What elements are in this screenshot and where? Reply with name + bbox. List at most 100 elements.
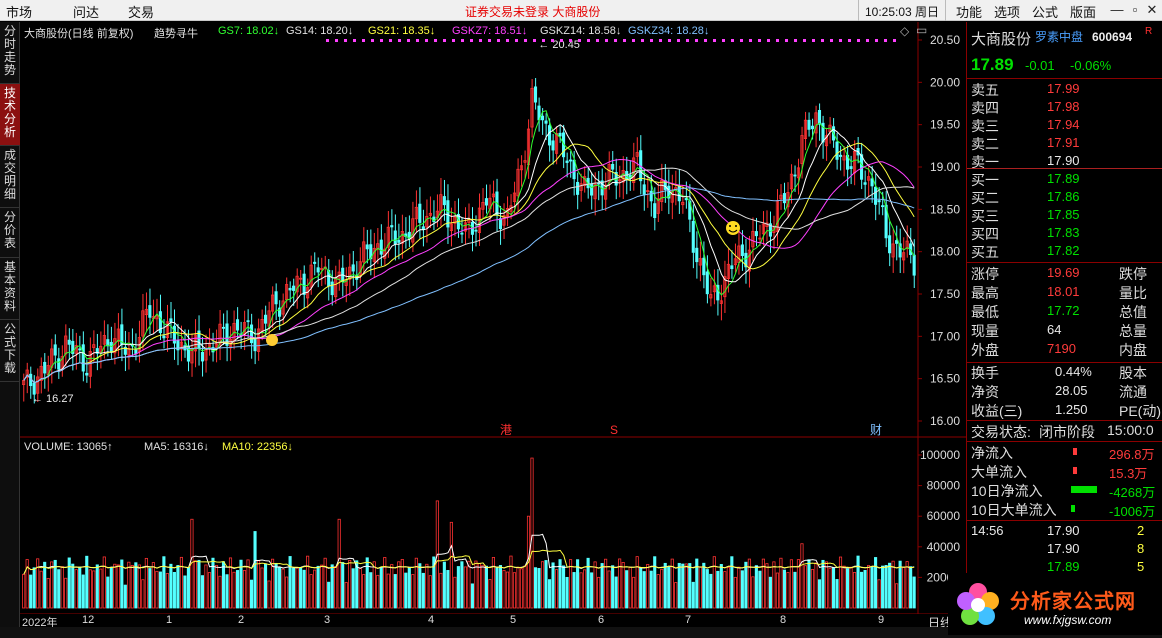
- menu-function[interactable]: 功能: [956, 5, 983, 20]
- tab-technical[interactable]: 技术分析: [0, 84, 20, 146]
- period-label[interactable]: 日线: [928, 616, 953, 630]
- flow-bar: [1071, 486, 1097, 493]
- candle-body: [141, 310, 145, 337]
- menu-wenda[interactable]: 问达: [73, 5, 100, 20]
- candle-body: [782, 193, 786, 204]
- candle-body: [558, 132, 562, 137]
- signal-dot: [398, 39, 401, 42]
- signal-dot: [407, 39, 410, 42]
- signal-dot: [893, 39, 896, 42]
- minimize-icon[interactable]: —: [1110, 2, 1124, 17]
- volume-bar: [691, 581, 695, 609]
- volume-bar: [660, 568, 664, 609]
- signal-dot: [740, 39, 743, 42]
- signal-dot: [884, 39, 887, 42]
- candle-body: [179, 341, 183, 350]
- money-bag-icon: [266, 334, 278, 346]
- volume-bar: [439, 572, 443, 609]
- ask-price: 17.94: [1047, 117, 1080, 132]
- ask-label: 卖五: [971, 82, 999, 98]
- candle-body: [747, 249, 751, 272]
- volume-bar: [292, 567, 296, 609]
- volume-bar: [481, 564, 485, 609]
- volume-bar: [221, 561, 226, 609]
- bid-price: 17.86: [1047, 189, 1080, 204]
- candle-body: [109, 341, 113, 353]
- ask-label: 卖二: [971, 136, 999, 152]
- volume-bar: [449, 521, 453, 609]
- trade-status-label: 交易状态:: [971, 424, 1031, 440]
- volume-bar: [723, 571, 727, 609]
- volume-bar: [874, 557, 878, 609]
- candle-body: [565, 160, 569, 163]
- volume-bar: [200, 575, 205, 609]
- kline-chart[interactable]: 20.50 20.00 19.50 19.00 18.50 18.00 17.50 17.00…: [20, 22, 966, 614]
- menu-options[interactable]: 选项: [994, 5, 1021, 20]
- smiley-icon: [726, 221, 740, 235]
- diamond-icon[interactable]: ◇: [900, 24, 910, 38]
- candle-body: [754, 231, 758, 237]
- volume-bar: [85, 555, 89, 609]
- volume-bar: [607, 570, 611, 609]
- ask-label: 卖三: [971, 118, 999, 134]
- volume-bar: [702, 562, 706, 609]
- candle-body: [796, 167, 801, 179]
- candle-body: [705, 271, 709, 295]
- menu-market[interactable]: 市场: [6, 5, 33, 20]
- candle-body: [134, 349, 138, 354]
- volume-bar: [765, 563, 769, 609]
- candle-body: [632, 157, 636, 183]
- high-label: ← 20.45: [538, 39, 580, 51]
- tab-trade-detail[interactable]: 成交明细: [0, 146, 20, 208]
- volume-bar: [281, 568, 285, 609]
- volume-bar: [120, 559, 124, 609]
- menu-layout[interactable]: 版面: [1070, 5, 1097, 20]
- signal-dot: [542, 39, 545, 42]
- volume-bar: [411, 574, 415, 609]
- volume-bar: [758, 570, 762, 609]
- bid-label: 买三: [971, 208, 999, 224]
- volume-bar: [558, 559, 562, 609]
- candle-body: [761, 223, 765, 235]
- top-menu-bar: 市场 问达 交易 证券交易未登录 大商股份 10:25:03 周日 功能 选项 …: [0, 0, 1162, 21]
- left-tab-bar: 分时走势 技术分析 成交明细 分价表 基本资料 公式下载: [0, 22, 20, 627]
- tab-formula-download[interactable]: 公式下载: [0, 320, 20, 382]
- panel-toggle-icon[interactable]: ▭: [916, 23, 928, 37]
- volume-bar: [365, 557, 369, 609]
- candle-body: [912, 254, 916, 276]
- volume-bar: [172, 572, 176, 609]
- candle-body: [898, 243, 902, 258]
- volume-bar: [109, 567, 113, 609]
- ma-line: [23, 187, 915, 384]
- volume-bar: [782, 569, 786, 609]
- candle-body: [544, 120, 548, 124]
- tab-intraday[interactable]: 分时走势: [0, 22, 20, 84]
- candle-body: [295, 275, 299, 293]
- candle-body: [256, 328, 261, 352]
- volume-bar: [186, 566, 190, 609]
- candle-body: [523, 160, 527, 163]
- volume-bar: [796, 559, 801, 609]
- trade-time: 15:00:0: [1107, 422, 1154, 438]
- candle-body: [186, 345, 190, 362]
- close-icon[interactable]: ✕: [1146, 2, 1158, 17]
- candle-body: [313, 261, 317, 264]
- menu-trade[interactable]: 交易: [128, 5, 155, 20]
- tab-price-table[interactable]: 分价表: [0, 208, 20, 258]
- signal-dot: [812, 39, 815, 42]
- menu-formula[interactable]: 公式: [1032, 5, 1059, 20]
- stat-label: 内盘: [1119, 342, 1147, 358]
- signal-dot: [866, 39, 869, 42]
- signal-dot: [785, 39, 788, 42]
- volume-bar: [611, 565, 615, 609]
- volume-bar: [400, 559, 404, 609]
- candle-body: [698, 258, 702, 266]
- maximize-icon[interactable]: ▫: [1132, 2, 1138, 17]
- divider: [967, 420, 1162, 421]
- tab-fundamentals[interactable]: 基本资料: [0, 258, 20, 320]
- signal-dot: [434, 39, 437, 42]
- bid-label: 买五: [971, 244, 999, 260]
- candle-body: [442, 196, 446, 206]
- signal-dot: [569, 39, 572, 42]
- candle-body: [502, 215, 506, 226]
